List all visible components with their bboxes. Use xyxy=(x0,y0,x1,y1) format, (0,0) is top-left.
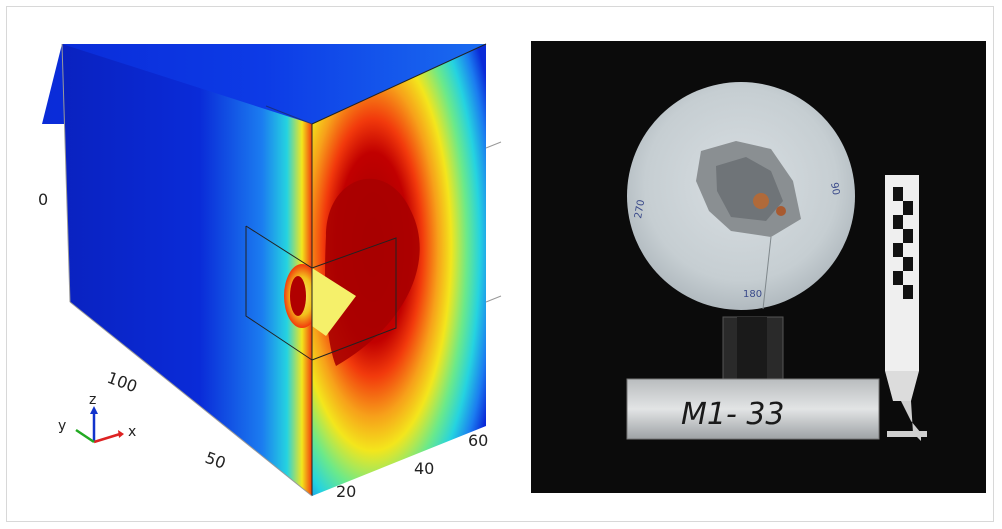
crack xyxy=(762,236,772,310)
inner-box xyxy=(311,237,397,361)
x-tick-label: 40 xyxy=(414,459,434,478)
y-tick-label: 50 xyxy=(203,448,229,473)
disk-mark: 90 xyxy=(828,182,841,196)
simulation-plot: 0 100 50 20 40 60 z x y xyxy=(6,6,522,522)
rust-spot xyxy=(776,206,786,216)
max-region xyxy=(325,178,420,366)
z-tick-label: 0 xyxy=(38,190,48,209)
hot-spot-core xyxy=(290,276,306,316)
left-face xyxy=(62,44,312,496)
axis-line xyxy=(61,43,71,303)
stand-post xyxy=(737,317,767,389)
axis-line xyxy=(485,295,502,303)
disk-mark: 180 xyxy=(743,289,762,300)
axis-line xyxy=(69,301,313,497)
y-tick-label: 100 xyxy=(105,368,140,396)
x-tick-label: 20 xyxy=(336,482,356,501)
specimen-svg: 90 180 270 M1- 33 xyxy=(531,41,986,493)
hot-spot-yellow xyxy=(312,268,356,336)
triad-x-label: x xyxy=(128,424,136,440)
specimen-label: M1- 33 xyxy=(681,397,785,432)
rust-spot xyxy=(753,193,769,209)
box-edge xyxy=(265,105,313,125)
label-plate xyxy=(626,378,880,440)
x-tick-label: 60 xyxy=(468,431,488,450)
box-edge xyxy=(311,43,487,125)
triad-z-label: z xyxy=(89,392,96,408)
disk-mark: 270 xyxy=(633,199,647,220)
triad-y-label: y xyxy=(58,418,66,434)
base-bar xyxy=(887,431,927,437)
orientation-triad: z x y xyxy=(58,392,136,444)
axis-line xyxy=(485,141,502,149)
simulation-svg: 0 100 50 20 40 60 z x y xyxy=(38,43,502,501)
specimen-photo: 90 180 270 M1- 33 xyxy=(531,41,986,493)
